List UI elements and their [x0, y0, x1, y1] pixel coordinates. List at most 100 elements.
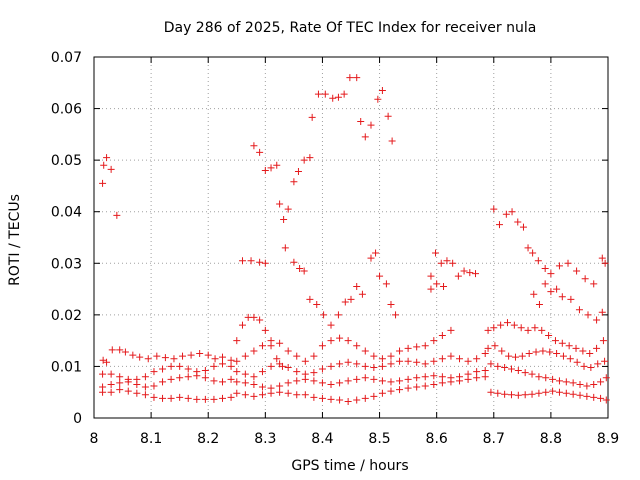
data-point [583, 382, 591, 390]
data-point [601, 357, 609, 365]
data-point [273, 355, 281, 363]
data-point [430, 380, 438, 388]
y-tick-label: 0.03 [51, 256, 82, 272]
data-point [273, 161, 281, 169]
data-point [204, 351, 212, 359]
data-point [511, 353, 519, 361]
y-tick-label: 0 [73, 411, 82, 427]
data-point [201, 367, 209, 375]
data-point [593, 316, 601, 324]
data-point [367, 254, 375, 262]
x-tick-label: 8.5 [368, 431, 390, 447]
data-point [308, 113, 316, 121]
data-point [396, 377, 404, 385]
data-point [344, 377, 352, 385]
data-point [258, 342, 266, 350]
data-point [562, 378, 570, 386]
data-point [184, 365, 192, 373]
data-point [387, 360, 395, 368]
data-point [233, 378, 241, 386]
data-point [573, 358, 581, 366]
data-point [346, 74, 354, 82]
data-point [566, 355, 574, 363]
data-point [116, 373, 124, 381]
data-point [329, 94, 337, 102]
data-point [528, 370, 536, 378]
data-point [491, 342, 499, 350]
data-point [545, 331, 553, 339]
data-point [370, 392, 378, 400]
data-point [241, 352, 249, 360]
data-point [290, 258, 298, 266]
data-point [378, 362, 386, 370]
data-point [384, 112, 392, 120]
data-point [587, 363, 595, 371]
data-point [404, 344, 412, 352]
data-point [261, 326, 269, 334]
data-point [404, 375, 412, 383]
data-point [519, 223, 527, 231]
data-point [580, 362, 588, 370]
data-point [549, 387, 557, 395]
data-point [531, 324, 539, 332]
data-point [569, 379, 577, 387]
data-point [219, 353, 226, 361]
data-point [521, 369, 529, 377]
data-point [99, 370, 107, 378]
data-point [438, 373, 446, 381]
data-point [590, 393, 598, 401]
data-point [430, 372, 438, 380]
data-point [576, 380, 584, 388]
data-point [201, 374, 209, 382]
data-point [281, 244, 289, 252]
data-point [241, 379, 249, 387]
data-point [514, 391, 522, 399]
data-point [487, 388, 495, 396]
data-point [534, 257, 542, 265]
data-point [256, 148, 264, 156]
data-point [387, 387, 395, 395]
data-point [170, 355, 178, 363]
data-point [193, 372, 201, 380]
data-point [484, 344, 492, 352]
data-point [233, 357, 241, 365]
data-point [358, 290, 366, 298]
data-point [167, 375, 175, 383]
data-point [432, 249, 440, 257]
data-point [261, 259, 269, 267]
data-point [551, 337, 559, 345]
data-point [558, 339, 566, 347]
data-point [280, 215, 288, 223]
data-point [464, 357, 472, 365]
data-point [378, 87, 386, 95]
data-point [481, 367, 489, 375]
data-point [227, 362, 235, 370]
data-point [150, 382, 158, 390]
data-point [518, 352, 526, 360]
data-point [284, 347, 292, 355]
data-point [528, 390, 536, 398]
data-point [437, 259, 445, 267]
data-point [327, 321, 335, 329]
data-point [378, 355, 386, 363]
y-tick-label: 0.05 [51, 153, 82, 169]
data-point [310, 377, 318, 385]
data-point [562, 389, 570, 397]
data-point [447, 378, 455, 386]
data-point [541, 264, 549, 272]
data-point [258, 391, 266, 399]
data-point [567, 295, 575, 303]
data-point [294, 167, 302, 175]
data-point [524, 244, 532, 252]
data-point [238, 321, 246, 329]
data-point [284, 379, 292, 387]
data-point [538, 326, 546, 334]
data-point [296, 264, 304, 272]
data-point [507, 365, 515, 373]
data-point [341, 298, 349, 306]
data-point [584, 311, 592, 319]
data-point [129, 351, 137, 359]
data-point [284, 389, 292, 397]
x-tick-label: 8.6 [426, 431, 448, 447]
data-point [361, 362, 369, 370]
